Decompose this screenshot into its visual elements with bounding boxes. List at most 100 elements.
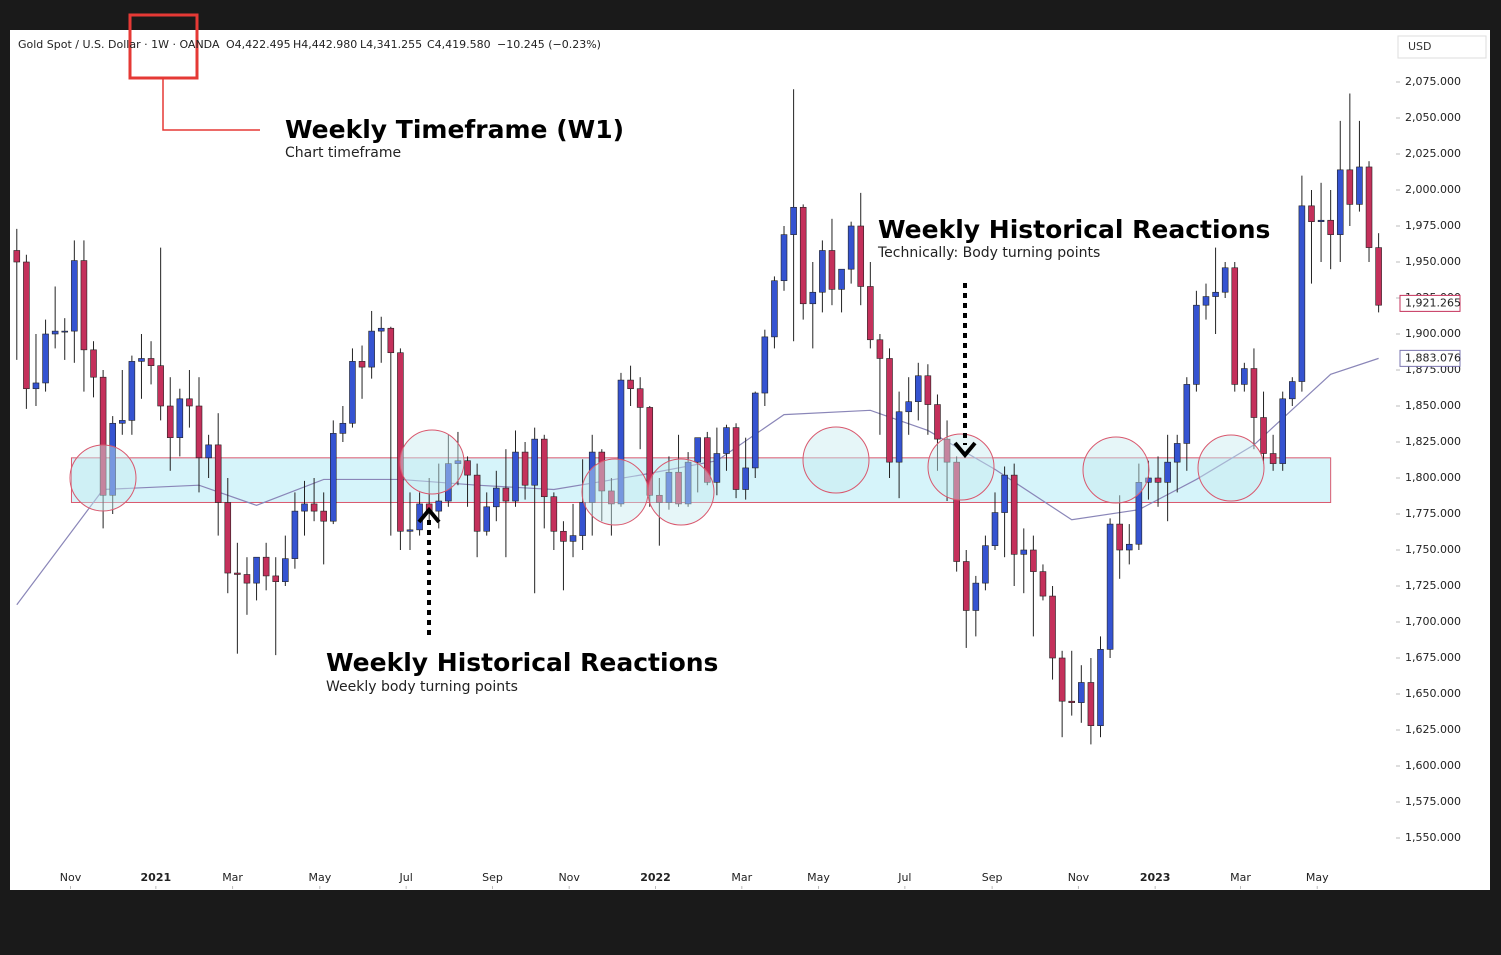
candle-body bbox=[924, 375, 932, 405]
candle-body bbox=[387, 327, 395, 354]
arrow-head bbox=[417, 506, 441, 524]
x-tick-label: 2021 bbox=[141, 871, 172, 884]
circle bbox=[927, 433, 995, 501]
candle-body bbox=[301, 503, 308, 512]
x-tick-label: Sep bbox=[982, 871, 1003, 884]
candle-body bbox=[876, 339, 884, 359]
circle bbox=[1197, 434, 1265, 502]
x-tick-label: May bbox=[1306, 871, 1329, 884]
y-tick-label: 1,675.000 bbox=[1405, 651, 1461, 664]
currency-box bbox=[1397, 35, 1487, 59]
candle-body bbox=[636, 388, 644, 408]
x-tick-label: Nov bbox=[60, 871, 82, 884]
y-tick-label: 1,700.000 bbox=[1405, 615, 1461, 628]
candle-body bbox=[704, 437, 711, 483]
candle-body bbox=[905, 401, 912, 413]
candle-body bbox=[962, 561, 970, 611]
x-tick-label: Mar bbox=[222, 871, 243, 884]
candle-body bbox=[531, 438, 538, 486]
price-label-box bbox=[1399, 294, 1461, 312]
candle-body bbox=[742, 467, 749, 490]
candle-body bbox=[579, 502, 586, 536]
x-tick-label: 2023 bbox=[1140, 871, 1171, 884]
candle-body bbox=[147, 358, 155, 366]
candle-body bbox=[464, 460, 471, 476]
candle-body bbox=[406, 529, 414, 532]
annotation-subtitle: Technically: Body turning points bbox=[877, 245, 1100, 261]
candle-body bbox=[109, 422, 116, 496]
candle-body bbox=[1269, 453, 1277, 464]
y-tick-label: 1,575.000 bbox=[1405, 795, 1461, 808]
candle-body bbox=[857, 225, 865, 287]
x-tick-label: Mar bbox=[1230, 871, 1251, 884]
candle-body bbox=[368, 330, 375, 368]
candle-body bbox=[1250, 368, 1258, 418]
annotation-title: Weekly Historical Reactions bbox=[326, 648, 718, 677]
candle-body bbox=[397, 352, 404, 532]
annotation-subtitle: Weekly body turning points bbox=[326, 679, 518, 695]
candle-body bbox=[157, 365, 164, 407]
candle-body bbox=[991, 512, 999, 546]
candle-body bbox=[1202, 296, 1210, 306]
candle-body bbox=[838, 268, 845, 290]
candle-body bbox=[445, 463, 452, 502]
candle-body bbox=[751, 392, 759, 469]
candle-body bbox=[291, 510, 299, 559]
annotation-title: Weekly Timeframe (W1) bbox=[285, 115, 624, 144]
candle-body bbox=[953, 461, 960, 562]
x-tick-label: Jul bbox=[399, 871, 413, 884]
candle-body bbox=[1116, 523, 1123, 551]
candle-body bbox=[1183, 384, 1191, 444]
candle-body bbox=[608, 490, 615, 505]
candle-body bbox=[71, 260, 78, 332]
y-tick-label: 1,725.000 bbox=[1405, 579, 1461, 592]
candle-body bbox=[1078, 682, 1085, 703]
candle-body bbox=[99, 376, 107, 496]
candle-body bbox=[943, 438, 951, 463]
candle-body bbox=[1308, 205, 1315, 222]
candle-body bbox=[1241, 368, 1248, 385]
x-tick-label: Nov bbox=[558, 871, 580, 884]
candle-body bbox=[665, 471, 673, 503]
y-tick-label: 2,000.000 bbox=[1405, 183, 1461, 196]
candle-body bbox=[646, 407, 654, 496]
y-tick-label: 1,775.000 bbox=[1405, 507, 1461, 520]
candle-body bbox=[790, 206, 797, 235]
candle-body bbox=[1375, 247, 1382, 306]
candle-body bbox=[1365, 166, 1373, 248]
candle-body bbox=[90, 349, 97, 378]
candle-body bbox=[320, 510, 327, 522]
candle-body bbox=[886, 358, 893, 463]
x-tick-label: Jul bbox=[897, 871, 911, 884]
y-tick-label: 2,075.000 bbox=[1405, 75, 1461, 88]
candle-body bbox=[934, 404, 941, 440]
candle-body bbox=[723, 427, 730, 454]
candle-body bbox=[915, 375, 922, 402]
candle-body bbox=[982, 545, 989, 584]
candle-body bbox=[454, 460, 462, 464]
ohlc-open: O4,422.495 bbox=[226, 38, 291, 51]
candle-body bbox=[339, 422, 347, 434]
candle-body bbox=[761, 336, 769, 394]
y-tick-label: 1,800.000 bbox=[1405, 471, 1461, 484]
header: Gold Spot / U.S. Dollar · 1W · OANDA O4,… bbox=[18, 38, 601, 51]
candle-body bbox=[675, 471, 682, 505]
candle-body bbox=[1221, 267, 1229, 293]
y-tick-label: 1,900.000 bbox=[1405, 327, 1461, 340]
candle-body bbox=[598, 451, 606, 492]
candle-body bbox=[1106, 523, 1114, 650]
candle-body bbox=[42, 333, 49, 384]
candle-body bbox=[1193, 304, 1200, 385]
candle-body bbox=[540, 438, 548, 498]
candle-body bbox=[627, 379, 634, 390]
candle-body bbox=[234, 572, 241, 575]
candle-body bbox=[502, 487, 510, 502]
candle-body bbox=[1058, 657, 1066, 702]
candle-body bbox=[1020, 549, 1028, 555]
candle-body bbox=[224, 502, 232, 574]
y-tick-label: 2,025.000 bbox=[1405, 147, 1461, 160]
y-tick-label: 2,050.000 bbox=[1405, 111, 1461, 124]
candle-body bbox=[32, 382, 40, 390]
y-tick-label: 1,550.000 bbox=[1405, 831, 1461, 844]
